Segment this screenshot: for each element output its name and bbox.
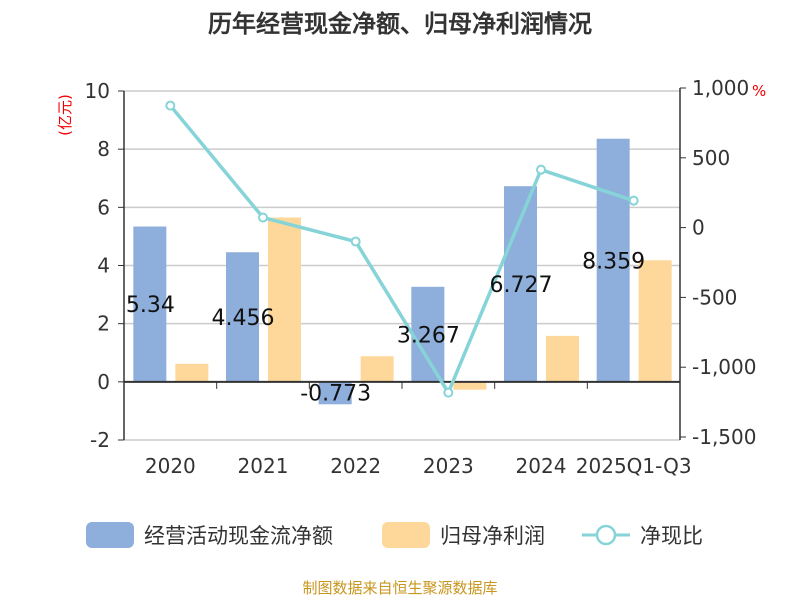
- y-left-tick-label: 10: [85, 79, 110, 103]
- profit-bar: [268, 217, 301, 382]
- y-right-tick-label: -1,000: [692, 355, 756, 379]
- ratio-line: [168, 104, 635, 397]
- y-right-tick-label: -1,500: [692, 425, 756, 449]
- profit-bar: [546, 335, 579, 382]
- ratio-point: [536, 164, 546, 175]
- y-left-tick-label: 4: [97, 254, 110, 278]
- y-left-unit: (亿元): [56, 94, 74, 136]
- x-tick-label: 2025Q1-Q3: [576, 454, 692, 478]
- cashflow-bar: [318, 381, 352, 405]
- cashflow-data-label: 6.727: [490, 273, 553, 298]
- ratio-point: [165, 100, 176, 111]
- ratio-point: [443, 387, 454, 398]
- y-left-tick-label: 6: [97, 195, 110, 219]
- ratio-point: [628, 195, 639, 206]
- legend-cashflow-label: 经营活动现金流净额: [144, 524, 333, 548]
- legend-ratio-marker: [595, 524, 617, 546]
- x-tick-label: 2022: [330, 454, 381, 478]
- chart-title: 历年经营现金净额、归母净利润情况: [208, 10, 592, 38]
- legend-profit-swatch: [382, 522, 430, 548]
- cashflow-bar: [411, 286, 445, 382]
- y-right-tick-label: -500: [692, 285, 737, 309]
- profit-bar: [360, 356, 394, 382]
- profit-bar: [175, 363, 209, 382]
- cashflow-bar: [133, 226, 167, 382]
- y-left-tick-label: 0: [97, 370, 110, 394]
- x-tick-label: 2020: [145, 454, 196, 478]
- legend-ratio-label: 净现比: [640, 524, 703, 548]
- cashflow-data-label: 3.267: [397, 323, 460, 348]
- cashflow-data-label: 5.34: [126, 293, 175, 318]
- source-footer: 制图数据来自恒生聚源数据库: [302, 579, 497, 597]
- y-right-tick-label: 500: [692, 146, 730, 170]
- legend-profit-label: 归母净利润: [440, 524, 545, 548]
- x-tick-label: 2024: [516, 454, 567, 478]
- cashflow-bar: [596, 138, 630, 382]
- profit-bar: [453, 381, 487, 390]
- legend-cashflow-swatch: [86, 522, 134, 548]
- cashflow-data-label: -0.773: [300, 381, 371, 406]
- cashflow-data-label: 4.456: [212, 306, 275, 331]
- ratio-point: [350, 236, 361, 247]
- y-left-tick-label: -2: [90, 428, 110, 452]
- y-right-unit: %: [752, 82, 766, 100]
- x-tick-label: 2023: [423, 454, 474, 478]
- cashflow-data-label: 8.359: [582, 249, 645, 274]
- y-right-tick-label: 0: [692, 216, 705, 240]
- y-left-tick-label: 2: [97, 312, 110, 336]
- cashflow-bar: [226, 252, 259, 382]
- x-tick-label: 2021: [238, 454, 289, 478]
- ratio-point: [258, 212, 268, 223]
- profit-bar: [638, 260, 672, 382]
- y-left-tick-label: 8: [97, 137, 110, 161]
- y-right-tick-label: 1,000: [692, 76, 749, 100]
